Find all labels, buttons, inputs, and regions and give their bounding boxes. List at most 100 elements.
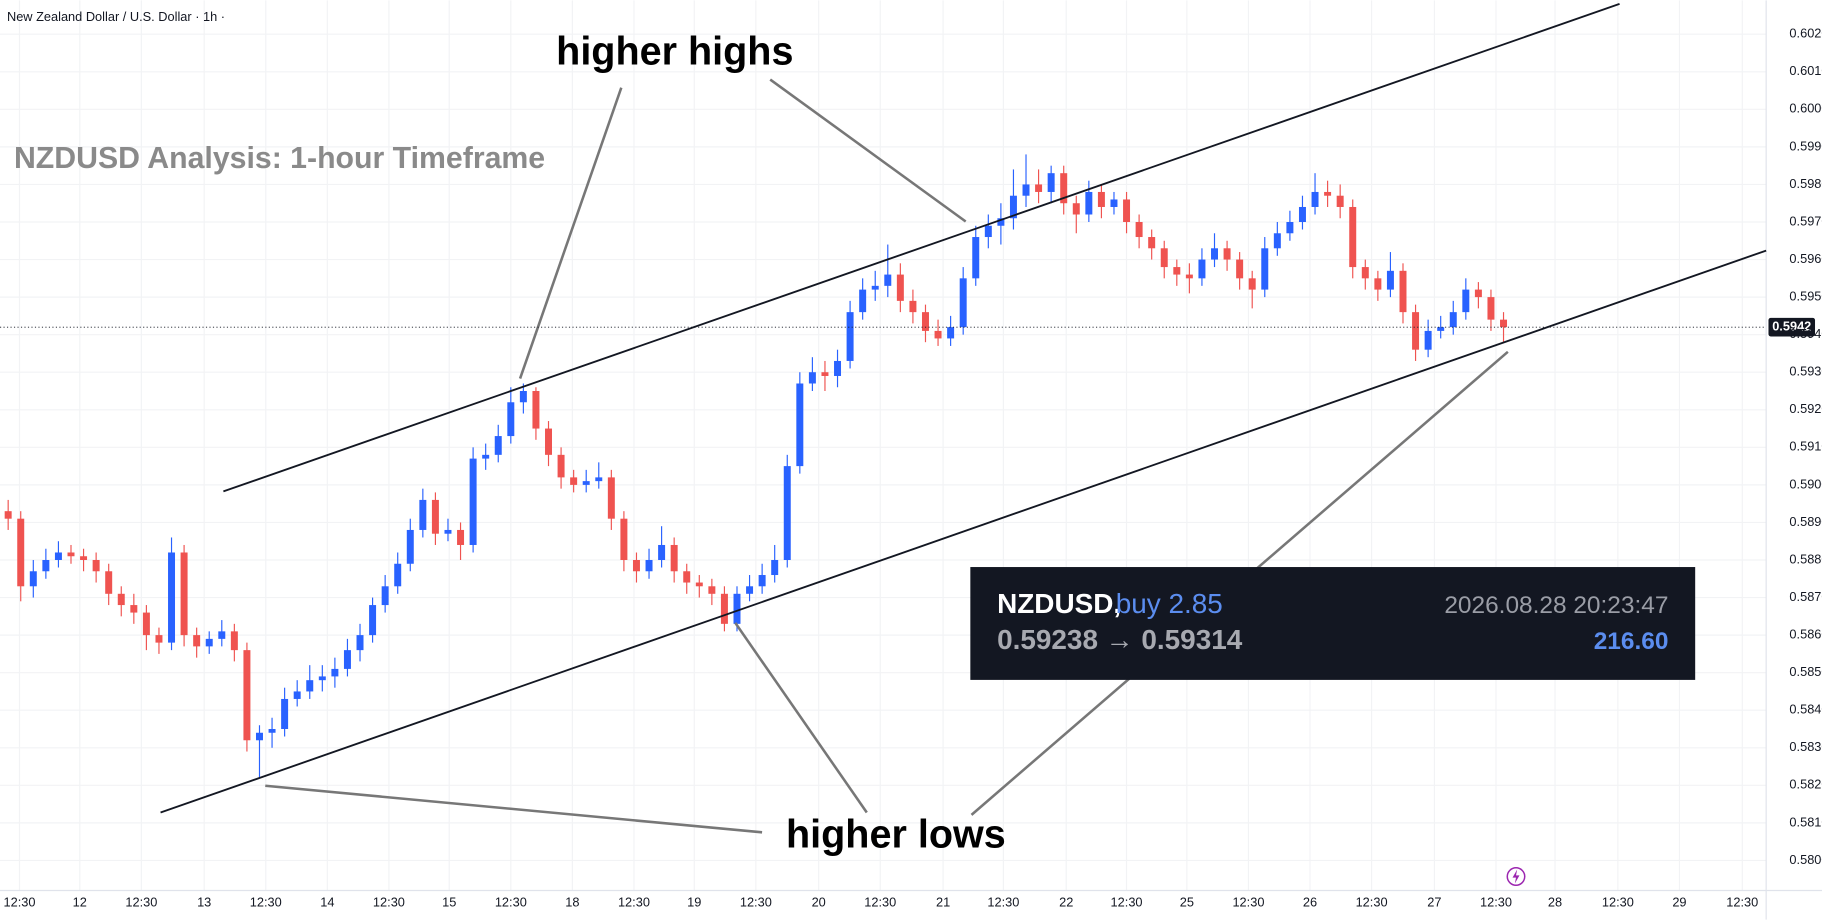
pointer: [769, 78, 967, 223]
candle-body: [1110, 199, 1118, 207]
candle-body: [356, 635, 364, 651]
candle-body: [457, 529, 465, 545]
x-tick-label: 12:30: [987, 895, 1019, 910]
candle-body: [1462, 289, 1470, 313]
candle-body: [29, 571, 37, 587]
candle-body: [507, 402, 515, 437]
candle-body: [1022, 184, 1030, 196]
x-tick-label: 12:30: [1602, 895, 1634, 910]
candle-body: [142, 612, 150, 636]
annotation: higher highs: [556, 29, 793, 73]
lower-trendline: [160, 249, 1767, 814]
candle-body: [1336, 195, 1344, 207]
candle-body: [570, 477, 578, 485]
x-tick-label: 25: [1180, 895, 1194, 910]
trade-side: buy 2.85: [1116, 588, 1223, 619]
candle-body: [1412, 312, 1420, 350]
candle-body: [381, 586, 389, 606]
candle-body: [632, 559, 640, 572]
candle-body: [758, 575, 766, 587]
trade-box-bg: [970, 567, 1696, 680]
upper-trendline: [223, 3, 1620, 493]
x-tick-label: 26: [1303, 895, 1317, 910]
candle-body: [771, 559, 779, 576]
candle-body: [193, 635, 201, 647]
candle-body: [1424, 330, 1432, 350]
candle-body: [482, 454, 490, 459]
candle-body: [834, 360, 842, 376]
candle-body: [1060, 173, 1068, 204]
grid: [0, 0, 1767, 891]
candle-body: [1160, 248, 1168, 268]
x-tick-label: 27: [1427, 895, 1441, 910]
trade-symbol: NZDUSD,: [997, 588, 1121, 619]
candle-body: [1437, 327, 1445, 331]
candle-body: [92, 559, 100, 572]
last-price-label: 0.5942: [1772, 319, 1811, 334]
x-tick-label: 12:30: [250, 895, 282, 910]
x-tick-label: 12:30: [373, 895, 405, 910]
candle-body: [419, 499, 427, 530]
candle-body: [318, 676, 326, 681]
candle-body: [984, 225, 992, 238]
x-tick-label: 20: [812, 895, 826, 910]
candle-body: [595, 477, 603, 482]
trade-prices: 0.59238 → 0.59314: [997, 624, 1243, 655]
candle-body: [1248, 278, 1256, 290]
x-tick-label: 12: [73, 895, 87, 910]
candle-body: [620, 518, 628, 560]
candle-body: [545, 428, 552, 455]
lightning-icon: [1506, 867, 1526, 887]
x-tick-label: 12:30: [1111, 895, 1143, 910]
x-tick-label: 28: [1548, 895, 1562, 910]
candle-body: [746, 586, 754, 594]
pointer: [518, 87, 623, 379]
candle-body: [1211, 248, 1218, 260]
x-tick-label: 12:30: [3, 895, 35, 910]
candle-body: [243, 650, 251, 741]
candle-body: [1286, 222, 1294, 234]
x-tick-label: 21: [936, 895, 950, 910]
x-tick-label: 12:30: [864, 895, 896, 910]
pointer: [265, 784, 763, 834]
candle-body: [494, 436, 502, 455]
candle-body: [582, 481, 590, 485]
candle-body: [105, 571, 113, 594]
candle-body: [369, 605, 377, 636]
candle-body: [1085, 191, 1093, 215]
candle-body: [168, 552, 176, 643]
candle-body: [884, 274, 892, 286]
candle-body: [1474, 289, 1482, 298]
candle-body: [343, 650, 351, 669]
candle-body: [1236, 259, 1244, 279]
x-tick-label: 12:30: [618, 895, 650, 910]
candle-body: [909, 300, 917, 313]
candle-body: [218, 631, 226, 639]
candle-body: [431, 499, 439, 534]
candle-body: [444, 529, 452, 534]
candle-body: [1047, 173, 1055, 192]
last-price-tag: [1768, 317, 1816, 337]
candle-body: [1072, 203, 1080, 215]
candle-body: [1349, 206, 1357, 268]
y-tick-label: 0.6020: [1789, 26, 1822, 41]
candle-body: [532, 391, 540, 429]
candle-body: [1223, 248, 1231, 260]
x-tick-label: 19: [687, 895, 701, 910]
candle-body: [4, 511, 12, 519]
candle-body: [921, 312, 929, 331]
candle-body: [1097, 191, 1105, 207]
candle-body: [1361, 267, 1369, 279]
candle-body: [1298, 206, 1306, 223]
candle-body: [1123, 199, 1131, 223]
candle-body: [796, 383, 804, 467]
candle-body: [230, 631, 238, 651]
candle-body: [331, 668, 339, 677]
x-tick-label: 12:30: [125, 895, 157, 910]
